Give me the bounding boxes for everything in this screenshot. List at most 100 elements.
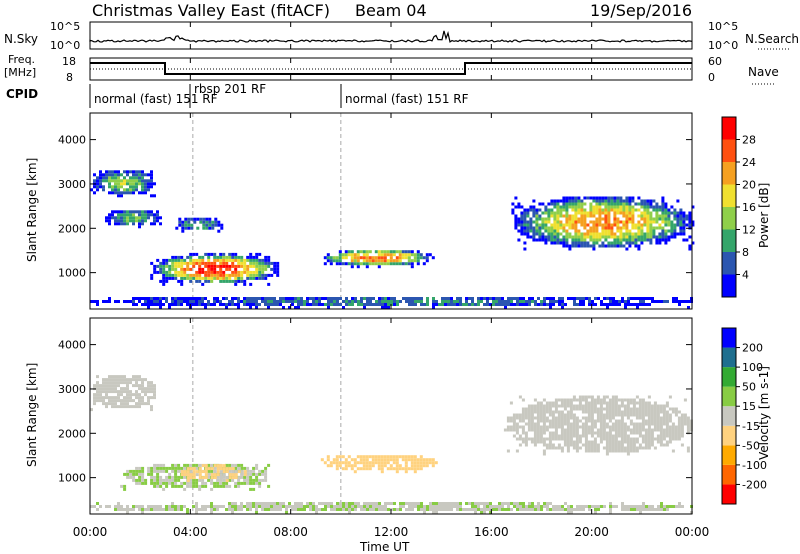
heatmap-cell [610,223,614,227]
heatmap-cell [419,455,423,459]
heatmap-cell [324,508,327,511]
heatmap-cell [616,211,620,215]
heatmap-cell [623,434,627,438]
heatmap-cell [416,467,420,471]
heatmap-cell [600,505,603,508]
heatmap-cell [342,502,345,505]
heatmap-cell [306,297,309,300]
heatmap-cell [315,297,318,300]
heatmap-cell [201,303,204,306]
heatmap-cell [165,297,168,300]
heatmap-cell [671,437,675,441]
heatmap-cell [222,255,226,259]
heatmap-cell [544,208,548,212]
heatmap-cell [541,217,545,221]
heatmap-cell [618,303,621,306]
heatmap-cell [599,416,603,420]
heatmap-cell [344,253,348,257]
heatmap-cell [553,205,557,209]
heatmap-cell [273,261,277,265]
heatmap-cell [644,446,648,450]
heatmap-cell [435,508,438,511]
heatmap-cell [583,217,587,221]
heatmap-cell [528,508,531,511]
heatmap-cell [404,467,408,471]
heatmap-cell [219,267,223,271]
colorbar-tick-label: -200 [742,478,767,491]
heatmap-cell [640,199,644,203]
heatmap-cell [631,232,635,236]
heatmap-cell [604,244,608,248]
heatmap-cell [420,502,423,505]
heatmap-cell [554,422,558,426]
heatmap-cell [512,434,516,438]
heatmap-cell [527,404,531,408]
heatmap-cell [425,458,429,462]
heatmap-cell [566,404,570,408]
heatmap-cell [483,502,486,505]
heatmap-cell [664,211,668,215]
heatmap-cell [213,297,216,300]
heatmap-cell [335,467,339,471]
heatmap-cell [258,258,262,262]
heatmap-cell [515,413,519,417]
heatmap-cell [679,211,683,215]
heatmap-cell [420,300,423,303]
heatmap-cell [363,303,366,306]
heatmap-cell [647,437,651,441]
heatmap-cell [627,297,630,300]
heatmap-cell [656,434,660,438]
heatmap-cell [426,505,429,508]
heatmap-cell [450,303,453,306]
heatmap-cell [619,235,623,239]
heatmap-cell [571,199,575,203]
heatmap-cell [123,487,127,491]
heatmap-cell [193,220,197,224]
heatmap-cell [685,214,689,218]
heatmap-cell [607,214,611,218]
heatmap-cell [422,458,426,462]
heatmap-cell [661,199,665,203]
heatmap-cell [327,505,330,508]
heatmap-cell [350,250,354,254]
heatmap-cell [596,443,600,447]
heatmap-cell [198,276,202,280]
heatmap-cell [126,399,129,403]
heatmap-cell [554,425,558,429]
heatmap-cell [635,422,639,426]
heatmap-cell [213,505,216,508]
heatmap-cell [207,475,211,479]
heatmap-cell [608,413,612,417]
heatmap-cell [246,258,250,262]
heatmap-cell [371,262,375,266]
heatmap-cell [144,210,147,214]
heatmap-cell [341,467,345,471]
heatmap-cell [668,407,672,411]
heatmap-cell [608,425,612,429]
heatmap-cell [663,505,666,508]
heatmap-cell [162,469,166,473]
heatmap-cell [150,210,153,214]
heatmap-cell [584,434,588,438]
heatmap-cell [545,428,549,432]
heatmap-cell [222,270,226,274]
heatmap-cell [598,196,602,200]
heatmap-cell [147,381,150,385]
heatmap-cell [626,410,630,414]
heatmap-cell [261,258,265,262]
heatmap-cell [601,235,605,239]
heatmap-cell [572,395,576,399]
heatmap-cell [546,508,549,511]
heatmap-cell [410,262,414,266]
heatmap-cell [648,508,651,511]
heatmap-cell [105,176,108,180]
heatmap-cell [653,419,657,423]
heatmap-cell [679,217,683,221]
heatmap-cell [195,300,198,303]
heatmap-cell [677,416,681,420]
heatmap-cell [567,511,570,514]
heatmap-cell [501,297,504,300]
heatmap-cell [347,253,351,257]
heatmap-cell [338,253,342,257]
heatmap-cell [636,297,639,300]
